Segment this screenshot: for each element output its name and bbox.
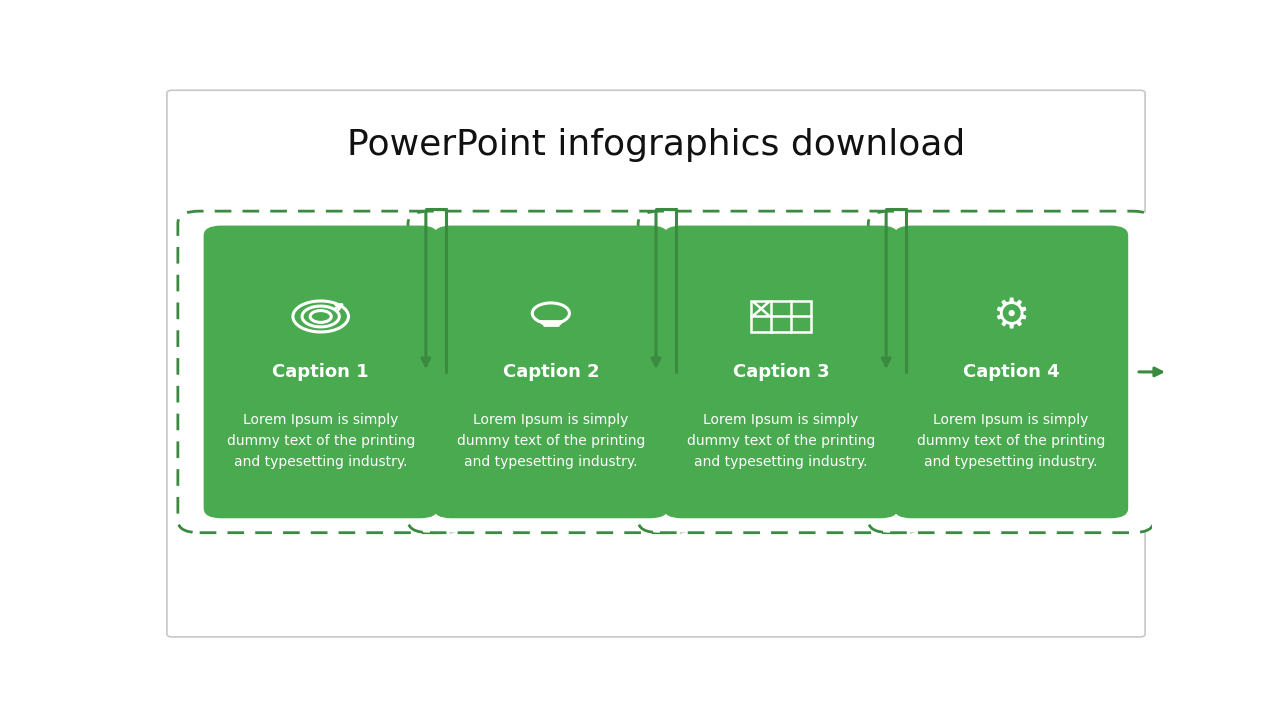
FancyBboxPatch shape [868, 211, 1155, 533]
Text: ⚙: ⚙ [992, 295, 1030, 338]
FancyBboxPatch shape [408, 211, 694, 533]
Text: Lorem Ipsum is simply
dummy text of the printing
and typesetting industry.: Lorem Ipsum is simply dummy text of the … [227, 413, 415, 469]
FancyBboxPatch shape [639, 211, 924, 533]
Text: Caption 4: Caption 4 [963, 363, 1060, 381]
Text: Lorem Ipsum is simply
dummy text of the printing
and typesetting industry.: Lorem Ipsum is simply dummy text of the … [457, 413, 645, 469]
FancyBboxPatch shape [664, 225, 899, 518]
FancyBboxPatch shape [895, 225, 1128, 518]
Text: Lorem Ipsum is simply
dummy text of the printing
and typesetting industry.: Lorem Ipsum is simply dummy text of the … [687, 413, 876, 469]
Bar [751, 301, 810, 332]
Text: Lorem Ipsum is simply
dummy text of the printing
and typesetting industry.: Lorem Ipsum is simply dummy text of the … [916, 413, 1106, 469]
FancyBboxPatch shape [166, 90, 1146, 637]
Text: Caption 3: Caption 3 [732, 363, 829, 381]
Text: Caption 1: Caption 1 [273, 363, 369, 381]
FancyBboxPatch shape [204, 225, 438, 518]
Text: Caption 2: Caption 2 [503, 363, 599, 381]
FancyBboxPatch shape [434, 225, 668, 518]
Text: PowerPoint infographics download: PowerPoint infographics download [347, 127, 965, 161]
FancyBboxPatch shape [178, 211, 463, 533]
